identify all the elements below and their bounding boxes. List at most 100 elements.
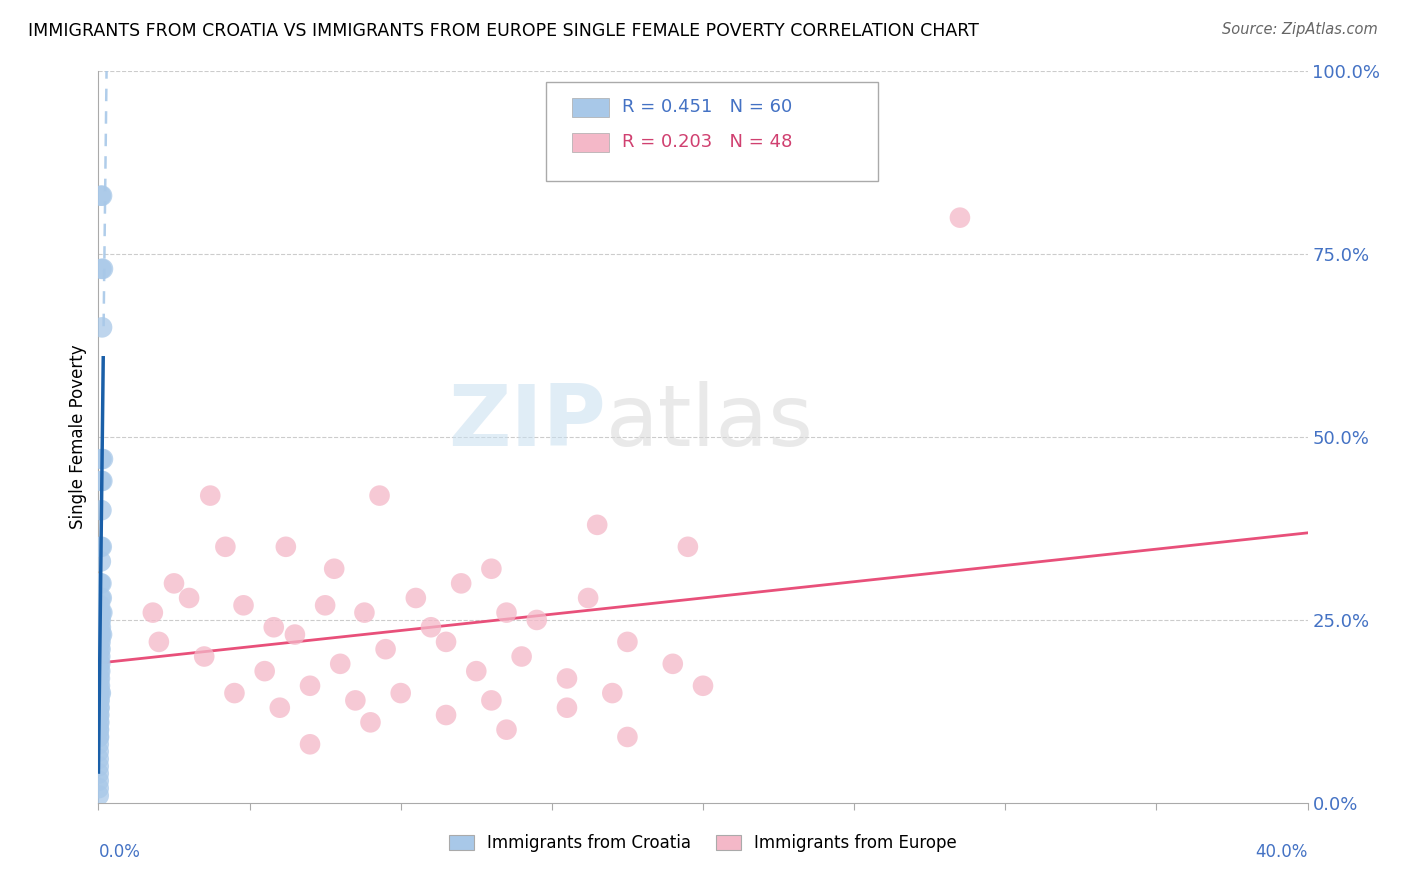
Point	[90, 591, 112, 605]
Text: 40.0%: 40.0%	[1256, 843, 1308, 861]
Point	[89, 715, 111, 730]
Point	[89, 606, 111, 620]
Point	[495, 606, 517, 620]
Point	[434, 635, 457, 649]
Point	[89, 613, 111, 627]
Point	[89, 642, 111, 657]
Point	[89, 627, 111, 641]
Point	[323, 562, 346, 576]
Point	[299, 679, 322, 693]
Point	[87, 686, 110, 700]
Point	[389, 686, 412, 700]
Point	[142, 606, 165, 620]
Point	[89, 657, 111, 671]
Point	[89, 657, 111, 671]
Point	[676, 540, 699, 554]
Point	[91, 188, 114, 202]
Point	[586, 517, 609, 532]
Point	[87, 730, 110, 744]
Point	[193, 649, 215, 664]
Point	[89, 679, 111, 693]
Point	[87, 766, 110, 780]
Legend: Immigrants from Croatia, Immigrants from Europe: Immigrants from Croatia, Immigrants from…	[440, 826, 966, 860]
Point	[89, 664, 111, 678]
Point	[87, 737, 110, 751]
Point	[555, 672, 578, 686]
Point	[481, 562, 503, 576]
Point	[87, 723, 110, 737]
Point	[374, 642, 396, 657]
Point	[90, 540, 112, 554]
Point	[284, 627, 307, 641]
Point	[90, 591, 112, 605]
Point	[87, 679, 110, 693]
Point	[344, 693, 367, 707]
Point	[90, 642, 112, 657]
Point	[616, 730, 638, 744]
Point	[90, 686, 112, 700]
Point	[269, 700, 291, 714]
Point	[90, 474, 112, 488]
Point	[616, 635, 638, 649]
Point	[179, 591, 201, 605]
Point	[450, 576, 472, 591]
Point	[90, 452, 112, 467]
Point	[360, 715, 382, 730]
Point	[87, 752, 110, 766]
Point	[576, 591, 599, 605]
Point	[90, 627, 112, 641]
Point	[465, 664, 488, 678]
Point	[89, 649, 111, 664]
Point	[148, 635, 170, 649]
Point	[91, 452, 114, 467]
Point	[602, 686, 624, 700]
Point	[949, 211, 972, 225]
Point	[314, 599, 336, 613]
Text: 0.0%: 0.0%	[98, 843, 141, 861]
Point	[91, 627, 114, 641]
Point	[263, 620, 285, 634]
Point	[91, 606, 114, 620]
Point	[200, 489, 222, 503]
Point	[89, 686, 111, 700]
Point	[368, 489, 391, 503]
FancyBboxPatch shape	[546, 82, 879, 181]
FancyBboxPatch shape	[572, 98, 609, 118]
Point	[299, 737, 322, 751]
Text: R = 0.203   N = 48: R = 0.203 N = 48	[621, 133, 793, 152]
Point	[420, 620, 443, 634]
Point	[90, 576, 112, 591]
Point	[232, 599, 254, 613]
Point	[90, 635, 112, 649]
Point	[89, 700, 111, 714]
Point	[87, 730, 110, 744]
Point	[163, 576, 186, 591]
Point	[89, 693, 111, 707]
Point	[90, 540, 112, 554]
Point	[87, 745, 110, 759]
Point	[91, 320, 114, 334]
Point	[253, 664, 276, 678]
Point	[495, 723, 517, 737]
Text: ZIP: ZIP	[449, 381, 606, 464]
Point	[353, 606, 375, 620]
Point	[90, 613, 112, 627]
Point	[90, 620, 112, 634]
Point	[87, 759, 110, 773]
Point	[90, 503, 112, 517]
Point	[555, 700, 578, 714]
Point	[87, 700, 110, 714]
Point	[90, 261, 112, 276]
Point	[91, 261, 114, 276]
Point	[89, 599, 111, 613]
Point	[87, 773, 110, 788]
Point	[87, 693, 110, 707]
Y-axis label: Single Female Poverty: Single Female Poverty	[69, 345, 87, 529]
Point	[89, 576, 111, 591]
Point	[214, 540, 236, 554]
Point	[692, 679, 714, 693]
Point	[89, 664, 111, 678]
Text: IMMIGRANTS FROM CROATIA VS IMMIGRANTS FROM EUROPE SINGLE FEMALE POVERTY CORRELAT: IMMIGRANTS FROM CROATIA VS IMMIGRANTS FR…	[28, 22, 979, 40]
Point	[87, 708, 110, 723]
Point	[87, 723, 110, 737]
